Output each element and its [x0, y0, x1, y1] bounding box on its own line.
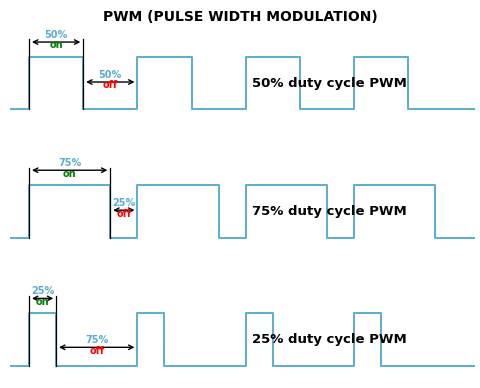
Text: 25% duty cycle PWM: 25% duty cycle PWM [252, 333, 407, 346]
Text: off: off [89, 346, 104, 356]
Text: 75%: 75% [58, 158, 81, 168]
Text: 75%: 75% [85, 335, 108, 345]
Text: 25%: 25% [112, 198, 135, 208]
Text: off: off [116, 209, 132, 218]
Text: 75% duty cycle PWM: 75% duty cycle PWM [252, 205, 407, 218]
Text: 50% duty cycle PWM: 50% duty cycle PWM [252, 76, 407, 90]
Text: 50%: 50% [99, 70, 122, 80]
Text: off: off [103, 80, 118, 90]
Text: 50%: 50% [45, 30, 68, 40]
Text: on: on [49, 40, 63, 50]
Text: PWM (PULSE WIDTH MODULATION): PWM (PULSE WIDTH MODULATION) [103, 10, 377, 24]
Text: on: on [63, 169, 76, 178]
Text: on: on [36, 297, 49, 307]
Text: 25%: 25% [31, 286, 54, 296]
